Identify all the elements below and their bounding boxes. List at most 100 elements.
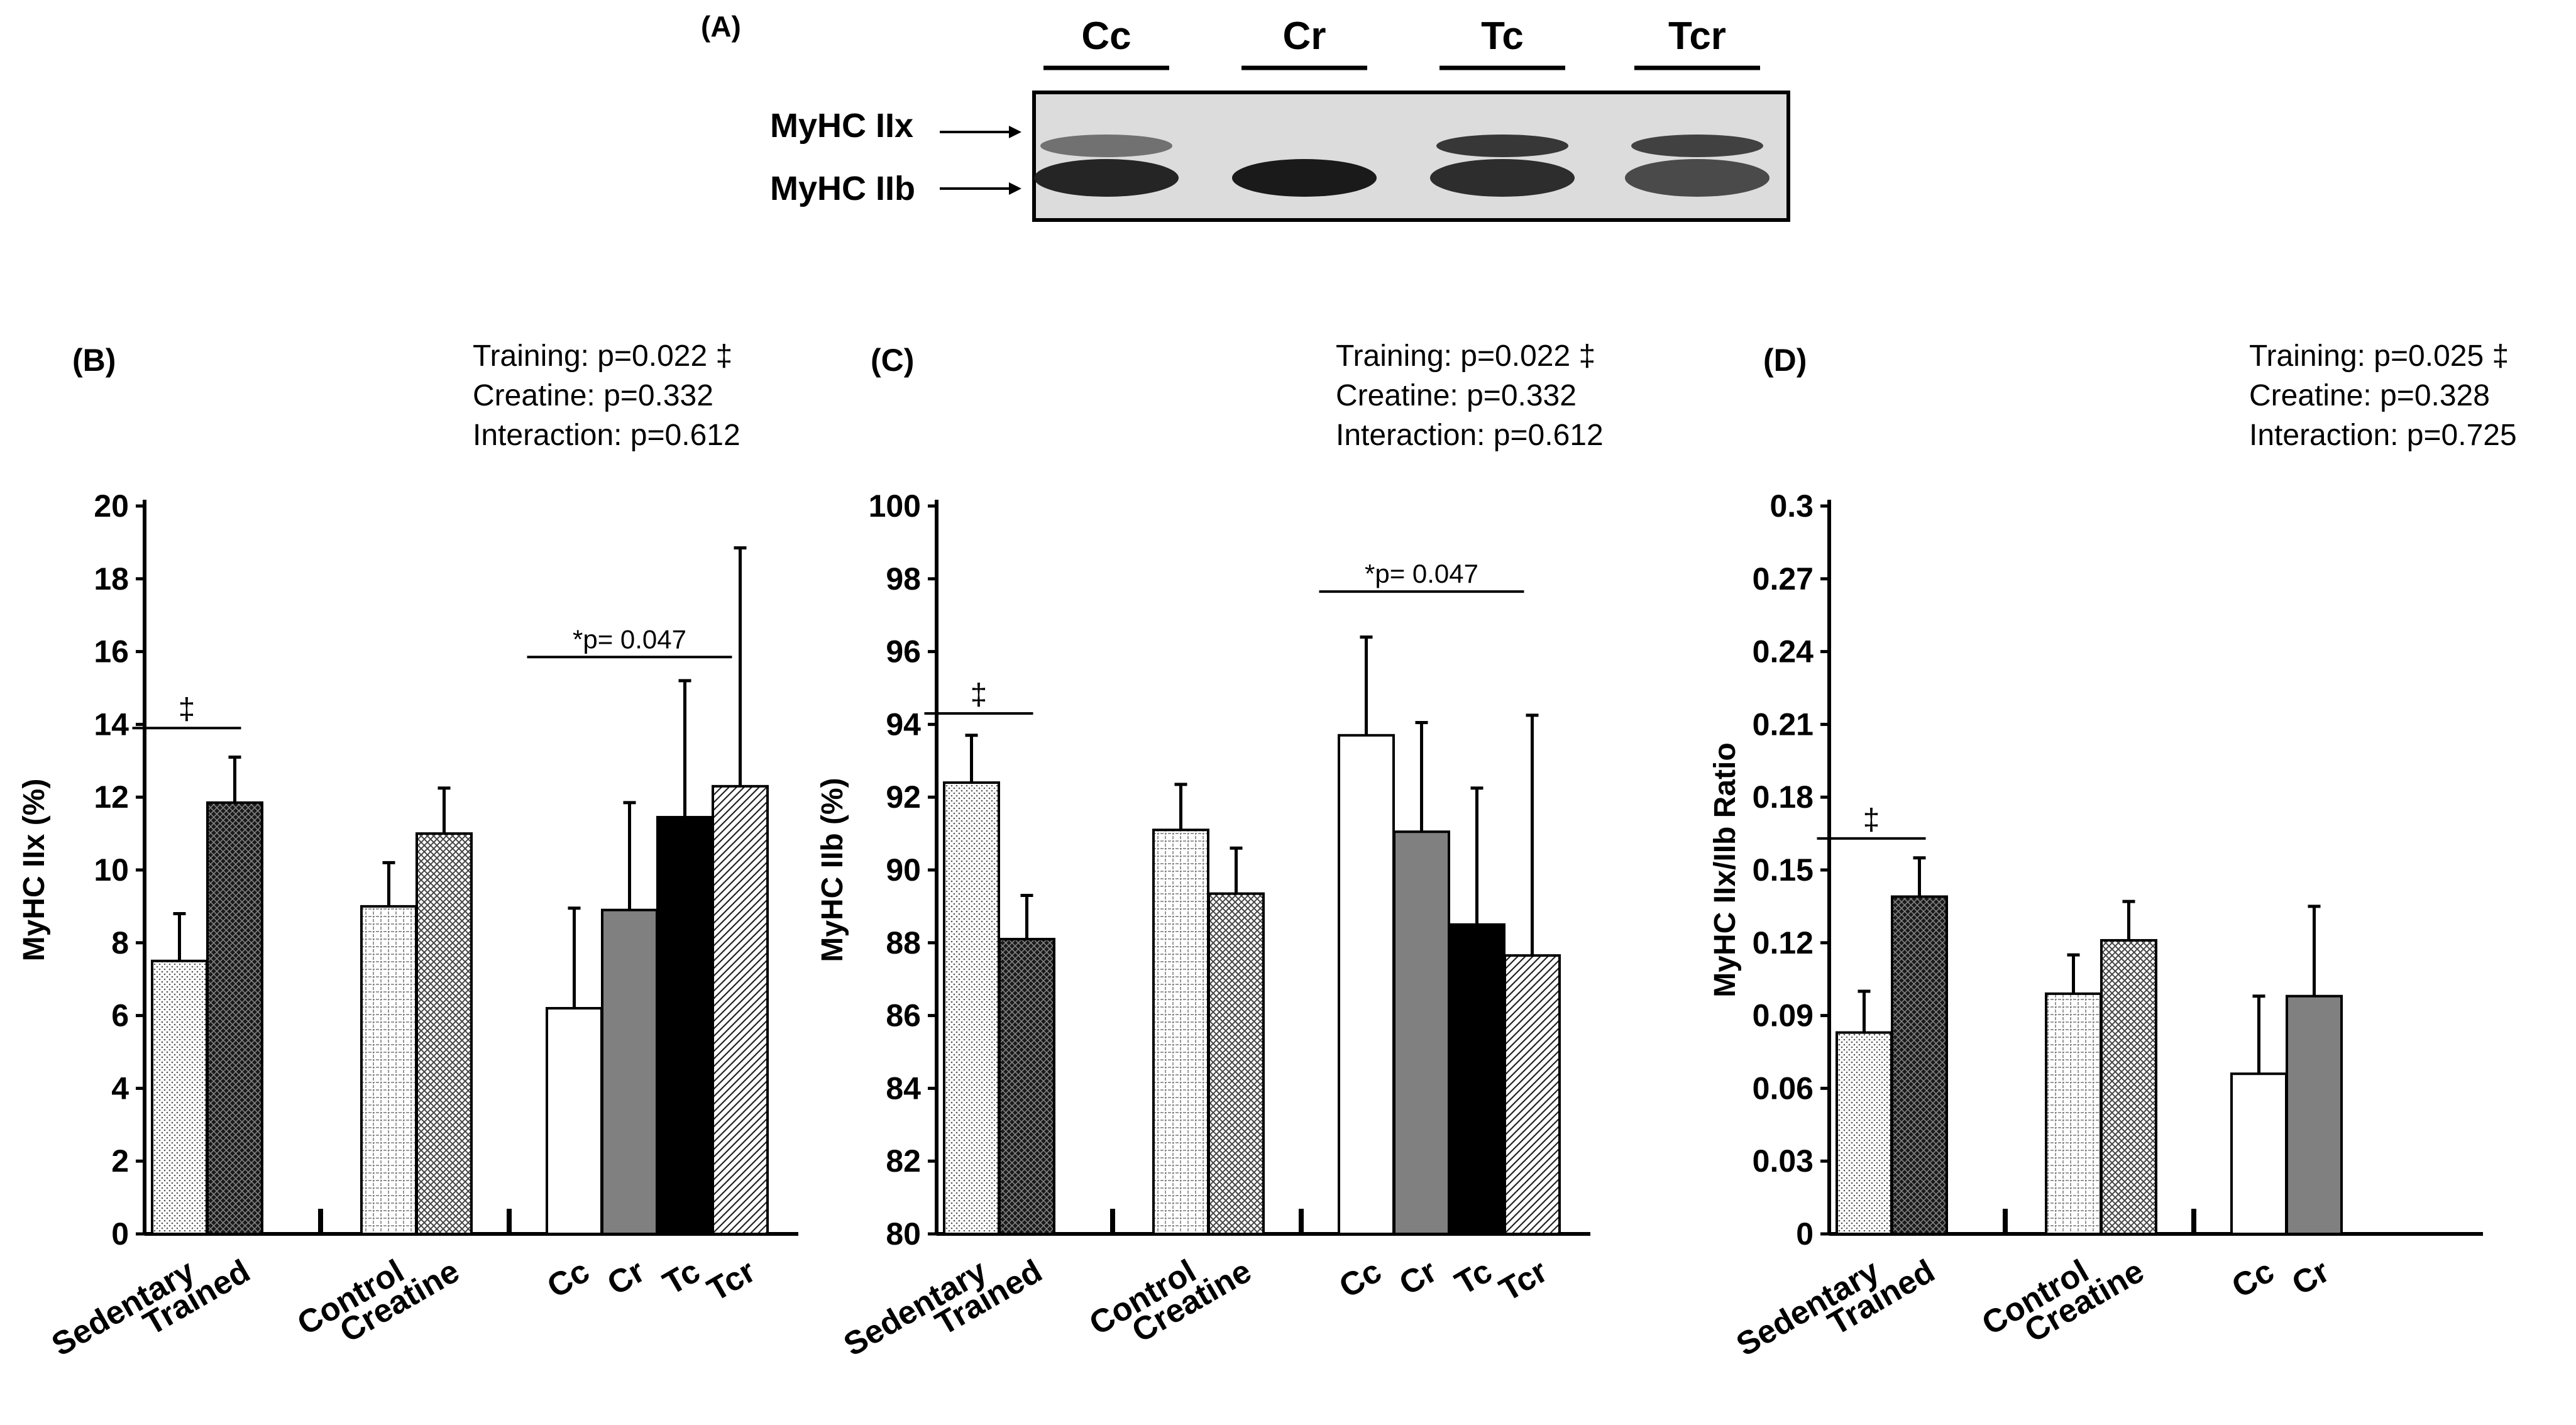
bar-sedentary (943, 781, 1000, 1236)
x-tick-label: Cc (1333, 1253, 1388, 1305)
band-arrow-iix-head (1009, 126, 1021, 138)
panel-b: (B) Training: p=0.022 ‡ Creatine: p=0.332 I… (18, 339, 798, 1363)
y-tick-label: 0.06 (1753, 1070, 1814, 1106)
y-tick-label: 0 (111, 1216, 129, 1252)
bar-cr (601, 908, 658, 1235)
y-tick-label: 90 (886, 852, 921, 888)
x-tick-label: Tc (657, 1253, 706, 1302)
panel-label: (D) (1763, 343, 1807, 378)
y-tick-label: 92 (886, 779, 921, 815)
band-iib (1034, 159, 1179, 197)
bar-cr (1393, 830, 1450, 1235)
panel-label: (B) (72, 343, 116, 378)
y-tick-label: 94 (886, 707, 921, 742)
y-tick-label: 0.24 (1753, 634, 1814, 669)
x-tick-label: Cc (541, 1253, 596, 1305)
bar-cc (546, 1007, 603, 1236)
y-tick-label: 10 (94, 852, 129, 888)
band-iib (1430, 159, 1575, 197)
significance-label: ‡ (179, 693, 195, 726)
y-tick-label: 20 (94, 488, 129, 524)
panel-c: (C) Training: p=0.022 ‡ Creatine: p=0.332 I… (816, 339, 1604, 1363)
y-tick-label: 88 (886, 925, 921, 960)
y-tick-label: 12 (94, 779, 129, 815)
gel-image (1032, 91, 1790, 222)
gel-bands (1034, 135, 1770, 197)
stat-line: Interaction: p=0.612 (473, 419, 740, 452)
bar-trained (998, 938, 1055, 1235)
band-label-iib: MyHC IIb (770, 170, 915, 207)
y-axis-label: MyHC IIx (%) (18, 779, 51, 962)
y-tick-label: 0.18 (1753, 779, 1814, 815)
y-tick-label: 80 (886, 1216, 921, 1252)
y-tick-label: 0.09 (1753, 998, 1814, 1033)
bar-tc (656, 816, 713, 1236)
stat-line: Creatine: p=0.328 (2249, 379, 2490, 412)
y-tick-label: 0.3 (1770, 488, 1814, 524)
y-tick-label: 98 (886, 561, 921, 597)
stat-line: Training: p=0.025 ‡ (2249, 339, 2509, 373)
stat-line: Creatine: p=0.332 (473, 379, 713, 412)
band-iix (1436, 135, 1568, 157)
bar-tc (1448, 923, 1505, 1235)
x-tick-label: Cr (601, 1253, 651, 1302)
significance-label: *p= 0.047 (1365, 559, 1478, 588)
y-tick-label: 6 (111, 998, 129, 1033)
significance-label: ‡ (971, 678, 988, 712)
y-tick-label: 2 (111, 1143, 129, 1179)
bar-trained (1891, 895, 1948, 1235)
bar-tcr (1504, 954, 1561, 1235)
panel-a: (A) Cc Cr Tc Tcr MyHC IIx MyHC IIb (701, 10, 1790, 222)
y-tick-label: 16 (94, 634, 129, 669)
panel-a-label: (A) (701, 10, 741, 43)
band-arrow-iib-head (1009, 182, 1021, 195)
band-iib (1232, 159, 1377, 197)
y-tick-label: 84 (886, 1070, 921, 1106)
x-tick-label: Cr (1393, 1253, 1443, 1302)
x-tick-label: Tcr (702, 1253, 762, 1309)
y-tick-label: 0.21 (1753, 707, 1814, 742)
significance-label: ‡ (1863, 803, 1880, 837)
y-tick-label: 0.15 (1753, 852, 1814, 888)
bar-panels: (B) Training: p=0.022 ‡ Creatine: p=0.332 I… (18, 339, 2517, 1363)
bar-cc (2230, 1072, 2287, 1235)
x-tick-label: Cr (2286, 1253, 2335, 1302)
bar-creatine (2100, 938, 2157, 1235)
x-tick-label: Tcr (1494, 1253, 1554, 1309)
lane-label-cr: Cr (1283, 14, 1326, 58)
y-tick-label: 4 (111, 1070, 129, 1106)
y-axis-label: MyHC IIx/IIb Ratio (1709, 742, 1742, 997)
bar-creatine (1208, 892, 1265, 1235)
stat-line: Training: p=0.022 ‡ (473, 339, 732, 373)
stat-line: Creatine: p=0.332 (1336, 379, 1577, 412)
band-label-iix: MyHC IIx (770, 107, 913, 145)
bar-control (1152, 828, 1209, 1236)
stat-line: Interaction: p=0.612 (1336, 419, 1604, 452)
bar-sedentary (151, 959, 208, 1235)
y-tick-label: 8 (111, 925, 129, 960)
band-iix (1631, 135, 1763, 157)
bar-trained (206, 801, 263, 1235)
stat-line: Interaction: p=0.725 (2249, 419, 2517, 452)
stat-line: Training: p=0.022 ‡ (1336, 339, 1595, 373)
y-tick-label: 0 (1796, 1216, 1814, 1252)
y-tick-label: 100 (869, 488, 921, 524)
y-tick-label: 14 (94, 707, 129, 742)
bar-cc (1338, 734, 1395, 1235)
band-iix (1040, 135, 1172, 157)
y-tick-label: 18 (94, 561, 129, 597)
bar-cr (2286, 994, 2343, 1235)
y-tick-label: 96 (886, 634, 921, 669)
y-tick-label: 86 (886, 998, 921, 1033)
y-axis-label: MyHC IIb (%) (816, 778, 849, 962)
panel-label: (C) (871, 343, 914, 378)
y-tick-label: 0.03 (1753, 1143, 1814, 1179)
bar-control (360, 905, 417, 1235)
lane-label-cc: Cc (1081, 14, 1131, 58)
x-tick-label: Tc (1449, 1253, 1498, 1302)
panel-d: (D) Training: p=0.025 ‡ Creatine: p=0.328 I… (1709, 339, 2517, 1363)
lane-label-tcr: Tcr (1668, 14, 1726, 58)
bar-control (2045, 992, 2102, 1235)
band-iib (1625, 159, 1770, 197)
